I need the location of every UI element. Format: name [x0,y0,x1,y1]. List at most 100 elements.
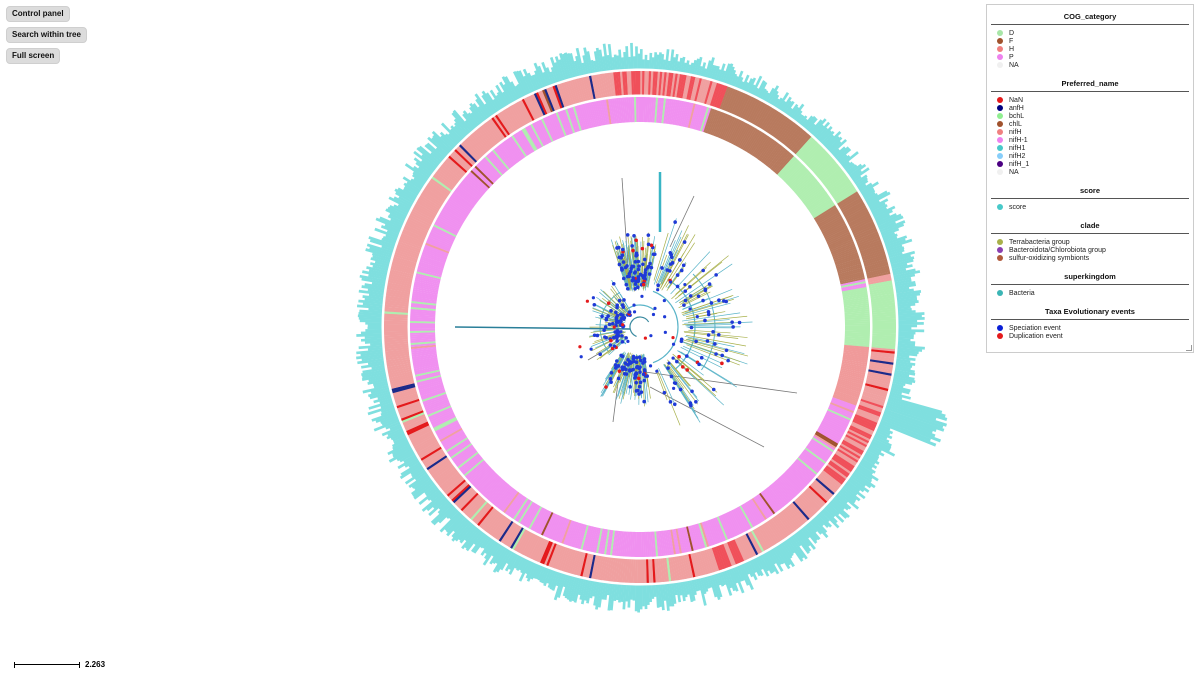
evolutionary-event-node [696,294,701,299]
preferred-name-cell [390,377,414,385]
legend-item[interactable]: nifH2 [997,152,1193,160]
score-bar [358,312,383,316]
score-bar [802,115,814,129]
evolutionary-event-node [678,387,683,392]
preferred-name-cell [493,115,509,137]
preferred-name-cell [477,127,495,148]
cog-category-cell [546,514,559,538]
score-bar [844,163,856,172]
preferred-name-cell [513,102,528,126]
evolutionary-event-node [624,367,628,372]
legend-item[interactable]: F [997,37,1193,45]
legend-panel[interactable]: COG_category D F H P NA Preferred_name NaN anfH b… [986,4,1194,353]
preferred-name-cell [804,145,823,165]
preferred-name-cell [640,71,643,96]
preferred-name-cell [406,423,430,436]
preferred-name-cell [394,392,419,402]
score-bar [649,52,653,70]
score-bar [632,56,636,70]
search-within-tree-button[interactable]: Search within tree [6,27,87,43]
score-bar [514,555,523,569]
preferred-name-cell [870,353,895,359]
legend-section-title: superkingdom [1064,272,1116,281]
internal-node [612,344,617,348]
score-bar [819,130,832,144]
score-bar [516,556,525,571]
full-screen-button[interactable]: Full screen [6,48,61,64]
cog-category-cell [419,259,445,269]
cog-category-cell [725,117,738,142]
cog-category-cell [460,182,481,200]
legend-item[interactable]: nifH [997,128,1193,136]
score-bar [793,110,803,122]
legend-item[interactable]: P [997,53,1193,61]
preferred-name-cell [779,511,796,532]
cog-category-cell [839,273,865,282]
score-bar [646,59,650,70]
score-bar [412,173,427,185]
legend-item[interactable]: NA [997,61,1193,69]
legend-item[interactable]: H [997,45,1193,53]
preferred-name-cell [845,432,869,446]
legend-item[interactable]: chlL [997,120,1193,128]
legend-item[interactable]: score [997,203,1193,211]
resize-handle-icon[interactable] [1186,345,1192,351]
legend-item[interactable]: sulfur-oxidizing symbionts [997,254,1193,262]
score-bar [374,227,399,239]
cog-category-cell [842,355,868,362]
score-bar [520,558,529,574]
cog-category-cell [410,330,436,334]
toolbar: Control panel Search within tree Full sc… [6,6,87,64]
cog-category-cell [841,283,867,290]
legend-item[interactable]: Terrabacteria group [997,238,1193,246]
preferred-name-cell [651,558,656,583]
legend-item[interactable]: nifH-1 [997,136,1193,144]
preferred-name-cell [492,516,509,538]
cog-category-cell [833,392,859,403]
cog-category-cell [553,112,566,137]
legend-item[interactable]: Duplication event [997,332,1193,340]
preferred-name-cell [388,369,413,376]
legend-item[interactable]: NA [997,168,1193,176]
score-bar [464,528,482,549]
cog-category-cell [447,199,470,216]
preferred-name-cell [697,551,707,575]
cog-category-cell [844,320,870,324]
legend-item[interactable]: Speciation event [997,324,1193,332]
score-bar [365,321,383,325]
legend-item[interactable]: Bacteria [997,289,1193,297]
legend-item[interactable]: Bacteroidota/Chlorobiota group [997,246,1193,254]
legend-item[interactable]: nifH1 [997,144,1193,152]
legend-item[interactable]: D [997,29,1193,37]
cog-category-cell [729,510,743,534]
score-bar [752,557,764,577]
score-bar [883,408,945,432]
preferred-name-cell [513,528,528,551]
score-bar [895,290,922,296]
cog-category-cell [600,100,607,126]
cog-category-cell [655,531,661,557]
legend-item[interactable]: anfH [997,104,1193,112]
cog-category-cell [835,257,861,268]
legend-item[interactable]: bchL [997,112,1193,120]
preferred-name-cell [871,345,896,350]
long-branch [644,371,798,394]
legend-swatch-icon [997,325,1003,331]
control-panel-button[interactable]: Control panel [6,6,70,22]
preferred-name-cell [495,114,511,136]
cog-category-cell [829,403,854,416]
evolutionary-event-node [706,312,711,317]
preferred-name-cell [430,459,452,476]
score-bar [592,581,598,597]
legend-item[interactable]: nifH_1 [997,160,1193,168]
legend-item[interactable]: NaN [997,96,1193,104]
cog-category-cell [701,107,712,133]
evolutionary-event-node [620,303,625,307]
legend-item-label: bchL [1009,112,1025,120]
preferred-name-cell [529,536,542,560]
score-bar [375,217,402,231]
score-bar [736,565,745,582]
score-bar [586,580,593,604]
preferred-name-cell [460,142,479,162]
